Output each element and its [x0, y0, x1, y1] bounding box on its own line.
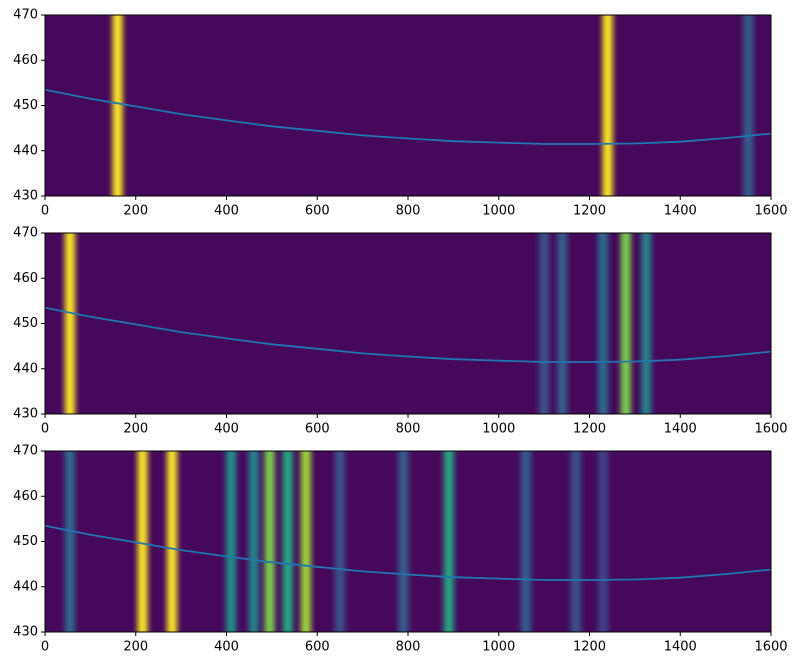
y-tick-label: 460	[13, 53, 38, 68]
x-tick-label: 600	[305, 422, 330, 437]
x-tick-label: 800	[396, 640, 421, 655]
x-tick-label: 1400	[664, 204, 697, 219]
emission-band	[641, 233, 652, 414]
bands	[45, 233, 771, 414]
panel: 0 200 400 600 800 1000 1200 1400 1600 430 440 450 46…	[13, 226, 787, 437]
panel: 0 200 400 600 800 1000 1200 1400 1600 430 440 450 46…	[13, 8, 787, 219]
emission-band	[743, 15, 754, 196]
x-tick-label: 1200	[573, 640, 606, 655]
y-tick-label: 450	[13, 316, 38, 331]
x-tick-label: 200	[123, 204, 148, 219]
x-tick-label: 200	[123, 422, 148, 437]
emission-band	[539, 233, 550, 414]
y-tick-label: 460	[13, 489, 38, 504]
emission-band	[602, 15, 613, 196]
x-tick-label: 200	[123, 640, 148, 655]
x-tick-label: 600	[305, 640, 330, 655]
x-tick-label: 800	[396, 422, 421, 437]
emission-band	[64, 451, 75, 632]
y-tick-label: 470	[13, 226, 38, 241]
y-tick-label: 430	[13, 189, 38, 204]
panel: 0 200 400 600 800 1000 1200 1400 1600 430 440 450 46…	[13, 444, 787, 655]
x-tick-label: 1400	[664, 422, 697, 437]
fit-curve	[45, 306, 771, 363]
emission-band	[282, 451, 293, 632]
emission-band	[167, 451, 178, 632]
emission-band	[570, 451, 581, 632]
y-tick-label: 440	[13, 143, 38, 158]
fit-curve	[45, 88, 771, 145]
x-tick-label: 400	[214, 422, 239, 437]
x-tick-label: 1200	[573, 204, 606, 219]
emission-band	[264, 451, 275, 632]
emission-band	[443, 451, 454, 632]
emission-band	[64, 233, 75, 414]
image-background	[45, 15, 771, 196]
y-tick-label: 430	[13, 407, 38, 422]
emission-band	[557, 233, 568, 414]
x-tick-label: 400	[214, 640, 239, 655]
x-tick-label: 1000	[482, 422, 515, 437]
x-tick-label: 1200	[573, 422, 606, 437]
emission-band	[112, 15, 123, 196]
y-tick-label: 440	[13, 361, 38, 376]
fit-curve	[45, 524, 771, 581]
y-tick-label: 470	[13, 8, 38, 23]
x-tick-label: 1600	[754, 204, 787, 219]
x-tick-label: 600	[305, 204, 330, 219]
x-tick-label: 1600	[754, 640, 787, 655]
emission-band	[598, 233, 609, 414]
emission-band	[598, 451, 609, 632]
x-tick-label: 400	[214, 204, 239, 219]
x-tick-label: 0	[41, 204, 49, 219]
emission-band	[137, 451, 148, 632]
emission-band	[334, 451, 345, 632]
x-tick-label: 800	[396, 204, 421, 219]
image-background	[45, 233, 771, 414]
x-tick-label: 0	[41, 422, 49, 437]
y-tick-label: 450	[13, 534, 38, 549]
emission-band	[226, 451, 237, 632]
emission-band	[248, 451, 259, 632]
emission-band	[300, 451, 311, 632]
x-tick-label: 1000	[482, 640, 515, 655]
emission-band	[398, 451, 409, 632]
y-tick-label: 430	[13, 625, 38, 640]
x-tick-label: 1400	[664, 640, 697, 655]
bands	[45, 15, 771, 196]
y-tick-label: 460	[13, 271, 38, 286]
emission-band	[520, 451, 531, 632]
y-tick-label: 470	[13, 444, 38, 459]
y-tick-label: 440	[13, 579, 38, 594]
x-tick-label: 0	[41, 640, 49, 655]
bands	[45, 451, 771, 632]
x-tick-label: 1600	[754, 422, 787, 437]
y-tick-label: 450	[13, 98, 38, 113]
x-tick-label: 1000	[482, 204, 515, 219]
emission-band	[620, 233, 631, 414]
